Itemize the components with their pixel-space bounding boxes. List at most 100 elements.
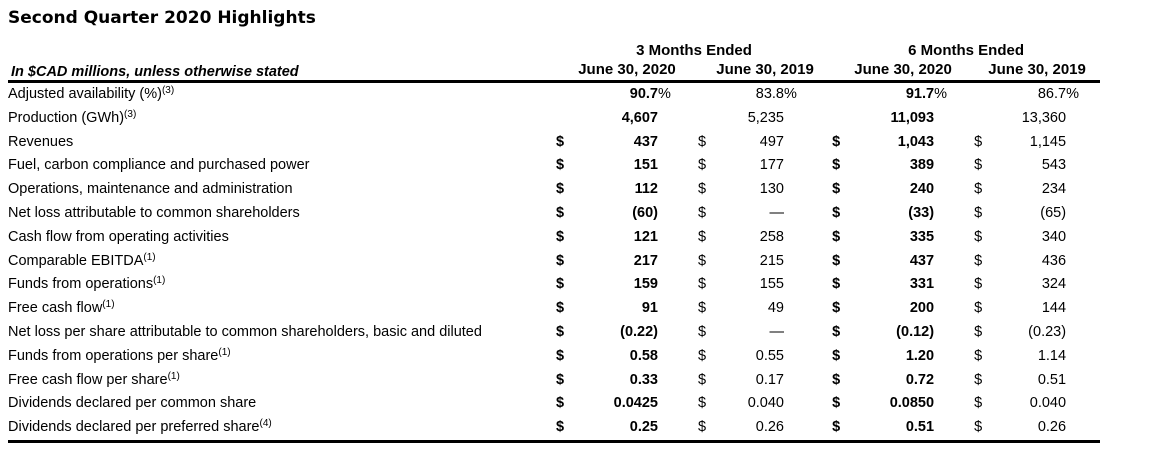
- footnote-ref: (4): [259, 418, 272, 430]
- currency-symbol: $: [698, 204, 707, 221]
- percent-sign: [658, 226, 698, 250]
- cell-value: 0.25: [578, 416, 658, 443]
- footnote-ref: (1): [218, 346, 231, 358]
- percent-sign: [784, 321, 832, 345]
- unit-note: In $CAD millions, unless otherwise state…: [8, 59, 556, 83]
- cell-value: 151: [633, 157, 658, 174]
- table-row: Funds from operations per share(1) $0.58 $…: [8, 345, 1100, 369]
- currency-symbol: $: [556, 228, 565, 245]
- percent-sign: [1066, 154, 1100, 178]
- currency-symbol: $: [698, 133, 707, 150]
- cell-value: 0.55: [755, 347, 784, 364]
- footnote-ref: (1): [143, 251, 156, 263]
- percent-sign: [658, 392, 698, 416]
- percent-sign: [658, 178, 698, 202]
- percent-sign: [658, 107, 698, 131]
- percent-sign: [1066, 226, 1100, 250]
- percent-sign: [784, 392, 832, 416]
- cell-value: 90.7: [629, 86, 658, 102]
- currency-symbol: $: [698, 252, 707, 269]
- row-label: Adjusted availability (%)(3): [8, 85, 175, 103]
- cell-value: 0.26: [996, 416, 1067, 443]
- percent-sign: [1066, 297, 1100, 321]
- currency-symbol: [832, 107, 854, 131]
- cell-value: (33): [908, 204, 935, 221]
- cell-value: 437: [633, 133, 658, 150]
- percent-sign: [784, 178, 832, 202]
- percent-sign: [934, 392, 974, 416]
- percent-sign: [934, 345, 974, 369]
- currency-symbol: [698, 82, 720, 107]
- cell-value: 177: [759, 157, 784, 174]
- currency-symbol: $: [556, 323, 565, 340]
- currency-symbol: $: [832, 347, 841, 364]
- percent-sign: [784, 345, 832, 369]
- table-row: Revenues $437 $497 $1,043 $1,145: [8, 131, 1100, 155]
- currency-symbol: $: [698, 300, 707, 317]
- cell-value: 130: [759, 181, 784, 198]
- currency-symbol: $: [698, 228, 707, 245]
- column-header-6m-2020: June 30, 2020: [832, 59, 975, 83]
- cell-value: 112: [634, 181, 658, 198]
- cell-value: 0.26: [720, 416, 784, 443]
- currency-symbol: $: [698, 157, 707, 174]
- currency-symbol: $: [832, 416, 855, 443]
- currency-symbol: $: [556, 416, 578, 443]
- percent-sign: %: [658, 86, 671, 102]
- percent-sign: [784, 369, 832, 393]
- percent-sign: [658, 250, 698, 274]
- percent-sign: [1066, 273, 1100, 297]
- cell-value: 1.20: [905, 347, 935, 364]
- cell-value: 4,607: [621, 109, 658, 126]
- percent-sign: [934, 416, 975, 443]
- percent-sign: [658, 345, 698, 369]
- currency-symbol: $: [556, 133, 565, 150]
- percent-sign: [658, 273, 698, 297]
- percent-sign: [1066, 202, 1100, 226]
- table-row: Comparable EBITDA(1) $217 $215 $437 $436: [8, 250, 1100, 274]
- currency-symbol: $: [832, 323, 841, 340]
- cell-value: (0.22): [620, 323, 658, 340]
- currency-symbol: $: [556, 181, 565, 198]
- currency-symbol: $: [832, 157, 841, 174]
- percent-sign: %: [784, 86, 797, 102]
- table-row: Dividends declared per common share $0.04…: [8, 392, 1100, 416]
- row-label: Comparable EBITDA(1): [8, 251, 156, 269]
- column-header-3m-2019: June 30, 2019: [698, 59, 833, 83]
- percent-sign: [784, 226, 832, 250]
- table-row: Funds from operations(1) $159 $155 $331 $324: [8, 273, 1100, 297]
- period-group-header-row: 3 Months Ended 6 Months Ended: [8, 42, 1100, 59]
- row-label: Dividends declared per common share: [8, 395, 257, 412]
- currency-symbol: $: [556, 371, 565, 388]
- percent-sign: %: [934, 86, 947, 102]
- table-row: Free cash flow(1) $91 $49 $200 $144: [8, 297, 1100, 321]
- cell-value: 0.51: [1037, 371, 1067, 388]
- currency-symbol: $: [974, 133, 983, 150]
- percent-sign: [784, 107, 832, 131]
- percent-sign: [1066, 369, 1100, 393]
- footnote-ref: (3): [124, 108, 137, 120]
- currency-symbol: $: [832, 228, 841, 245]
- cell-value: 0.0850: [889, 395, 935, 412]
- cell-value: 0.040: [1029, 395, 1067, 412]
- table-row: Operations, maintenance and administrati…: [8, 178, 1100, 202]
- currency-symbol: $: [974, 181, 983, 198]
- currency-symbol: $: [698, 371, 707, 388]
- row-label: Operations, maintenance and administrati…: [8, 181, 293, 198]
- table-row: Dividends declared per preferred share(4…: [8, 416, 1101, 443]
- cell-value: 91.7: [905, 86, 935, 102]
- table-row: Production (GWh)(3) 4,607 5,235 11,093 13,36…: [8, 107, 1100, 131]
- percent-sign: [784, 154, 832, 178]
- group-header-3-months: 3 Months Ended: [636, 42, 752, 59]
- row-label: Production (GWh)(3): [8, 108, 137, 126]
- currency-symbol: $: [698, 347, 707, 364]
- percent-sign: [784, 297, 832, 321]
- cell-value: (0.23): [1028, 323, 1067, 340]
- cell-value: 331: [909, 276, 935, 293]
- percent-sign: [934, 369, 974, 393]
- percent-sign: [658, 154, 698, 178]
- currency-symbol: $: [556, 347, 565, 364]
- currency-symbol: [556, 82, 578, 107]
- currency-symbol: $: [556, 395, 565, 412]
- percent-sign: [934, 250, 974, 274]
